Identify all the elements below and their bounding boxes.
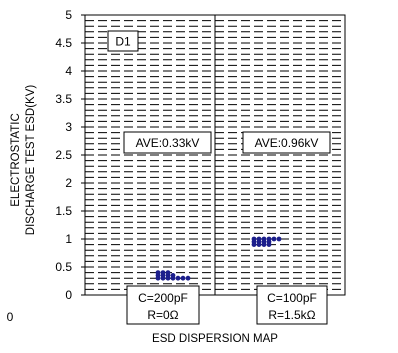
y-tick-label: 3.5 [55,92,72,106]
y-axis-title-line-1: ELECTROSTATIC [10,113,22,207]
data-point [276,236,282,242]
data-point [185,275,191,281]
data-point [256,242,262,248]
y-tick-label: 3 [65,120,72,134]
y-tick-label: 2.5 [55,148,72,162]
average-label-box-2 [242,131,331,154]
data-point [170,275,176,281]
condition-2-resistance: R=1.5kΩ [268,308,315,322]
grid-lines [85,15,345,295]
y-tick-label: 0.5 [55,260,72,274]
data-point [155,275,161,281]
y-tick-label: 1.5 [55,204,72,218]
y-axis-ticks: 0 0.5 1 1.5 2 2.5 3 3.5 4 4.5 5 [55,8,85,302]
data-point [271,236,277,242]
condition-2-capacitance: C=100pF [267,291,317,305]
x-axis-title: ESD DISPERSION MAP [152,333,278,345]
y-tick-label: 4.5 [55,36,72,50]
y-tick-label: 5 [65,8,72,22]
y-tick-label: 4 [65,64,72,78]
data-point [165,275,171,281]
y-tick-label: 2 [65,176,72,190]
data-point [180,275,186,281]
y-tick-label: 1 [65,232,72,246]
panel-label: D1 [115,35,131,49]
average-label-box-1 [123,131,212,154]
y-tick-label: 0 [65,288,72,302]
data-point [261,242,267,248]
data-point [251,242,257,248]
stray-zero-label: 0 [7,310,14,324]
data-point [175,275,181,281]
panel-label-box [107,30,139,52]
data-point [266,242,272,248]
condition-1-capacitance: C=200pF [138,291,188,305]
condition-box-2 [256,285,328,325]
average-label-2: AVE:0.96kV [255,136,319,150]
data-point [160,275,166,281]
data-points [155,236,282,281]
y-axis-title-line-2: DISCHARGE TEST ESD(KV) [25,85,37,236]
average-label-1: AVE:0.33kV [136,136,200,150]
condition-box-1 [126,285,200,325]
condition-1-resistance: R=0Ω [147,308,178,322]
